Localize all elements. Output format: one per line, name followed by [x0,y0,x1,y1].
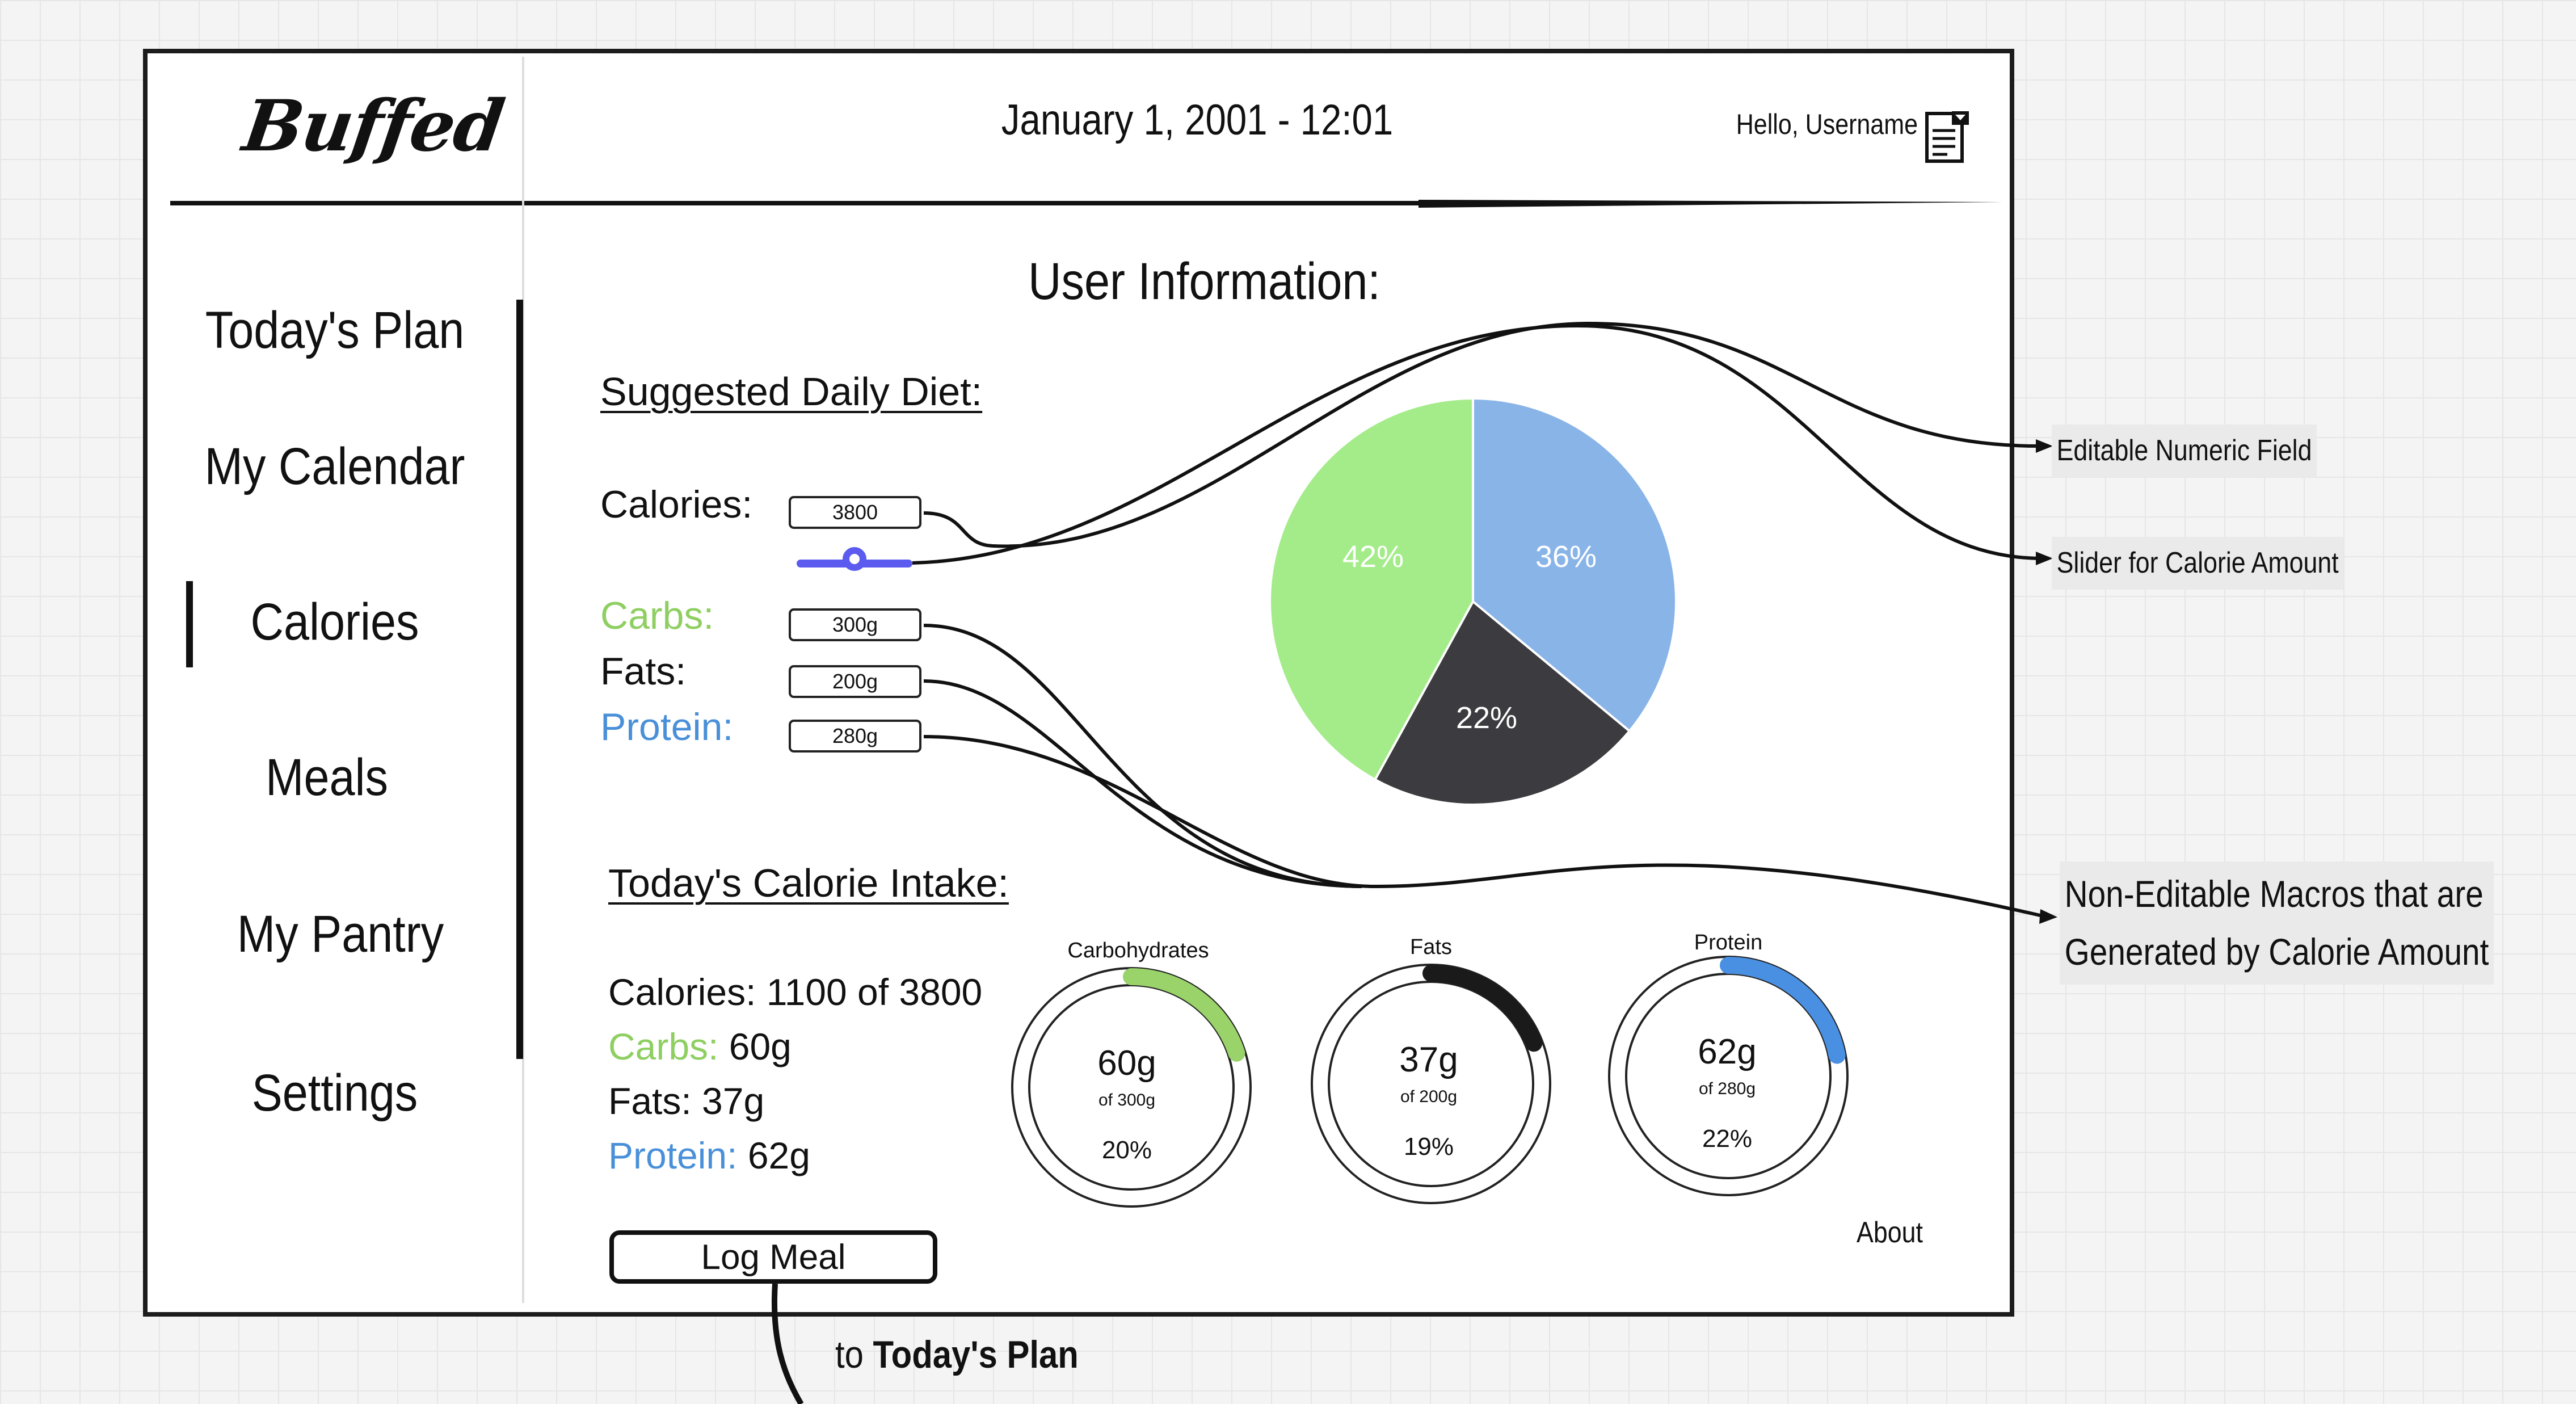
macro-progress-rings [1011,956,1849,1208]
annotation-slider: Slider for Calorie Amount [2052,537,2344,590]
date-time: January 1, 2001 - 12:01 [1001,96,1394,144]
pie-slice-0 [1472,397,1677,733]
carbs-label: Carbs: [600,594,714,637]
slider-thumb[interactable] [843,547,866,571]
protein-label: Protein: [600,705,734,749]
pie-slice-2 [1269,397,1474,781]
log-meal-button[interactable]: Log Meal [609,1230,937,1284]
annotation-non-editable: Non-Editable Macros that are Generated b… [2060,861,2494,985]
annotation-non-editable-line2: Generated by Calorie Amount [2064,931,2489,973]
ring-of-fats: of 200g [1400,1087,1458,1106]
intake-fats: Fats: 37g [608,1080,765,1122]
ring-pct-carbs: 20% [1101,1136,1152,1164]
carbs-field: 300g [789,608,921,641]
intake-calories: Calories: 1100 of 3800 [608,971,983,1013]
ring-progress-2 [1720,957,1846,1064]
sidebar-item-meals[interactable]: Meals [266,749,388,806]
sidebar-item-my-calendar[interactable]: My Calendar [204,438,465,495]
account-menu-icon[interactable] [1925,111,1970,165]
intake-heading: Today's Calorie Intake: [608,861,1009,905]
ring-title-fats: Fats [1410,935,1452,959]
calorie-slider[interactable] [797,547,912,579]
page-title: User Information: [1028,253,1380,310]
app-window [143,49,2014,1317]
annotation-to-target: Today's Plan [873,1333,1079,1376]
ring-title-carbs: Carbohydrates [1067,939,1209,962]
intake-protein-row: Protein: 62g [608,1134,810,1177]
intake-protein-value: 62g [747,1134,810,1176]
sidebar-item-calories[interactable]: Calories [250,593,419,651]
sidebar-item-settings[interactable]: Settings [251,1064,418,1122]
about-link[interactable]: About [1857,1216,1923,1249]
intake-protein-label: Protein: [608,1134,738,1176]
pie-slice-1 [1373,599,1631,806]
sidebar-item-my-pantry[interactable]: My Pantry [237,905,444,963]
fats-label: Fats: [600,650,687,693]
ring-value-protein: 62g [1698,1032,1757,1071]
calories-label: Calories: [600,483,753,526]
intake-carbs-row: Carbs: 60g [608,1025,792,1068]
sidebar-item-todays-plan[interactable]: Today's Plan [205,301,465,359]
macro-pie-chart [1269,397,1677,806]
protein-field: 280g [789,720,921,753]
pie-label-carbs: 42% [1342,540,1404,574]
suggested-diet-heading: Suggested Daily Diet: [600,369,983,414]
annotation-editable-field: Editable Numeric Field [2052,424,2317,477]
pie-label-protein: 36% [1535,540,1597,574]
intake-carbs-label: Carbs: [608,1025,719,1067]
ring-of-carbs: of 300g [1098,1091,1156,1109]
annotation-to-prefix: to [835,1333,873,1376]
user-greeting: Hello, Username [1736,108,1918,140]
ring-pct-fats: 19% [1403,1133,1454,1161]
ring-progress-0 [1123,968,1245,1062]
ring-progress-1 [1422,965,1543,1052]
fats-field: 200g [789,665,921,698]
annotation-to-todays-plan: to Today's Plan [835,1332,1079,1377]
ring-pct-protein: 22% [1702,1125,1753,1153]
annotation-non-editable-line1: Non-Editable Macros that are [2064,873,2484,915]
ring-of-protein: of 280g [1698,1079,1756,1098]
calories-input[interactable]: 3800 [789,496,921,529]
ring-title-protein: Protein [1694,931,1763,955]
intake-carbs-value: 60g [729,1025,792,1067]
pie-label-fats: 22% [1455,701,1518,735]
ring-value-carbs: 60g [1097,1044,1156,1083]
ring-value-fats: 37g [1399,1040,1458,1079]
